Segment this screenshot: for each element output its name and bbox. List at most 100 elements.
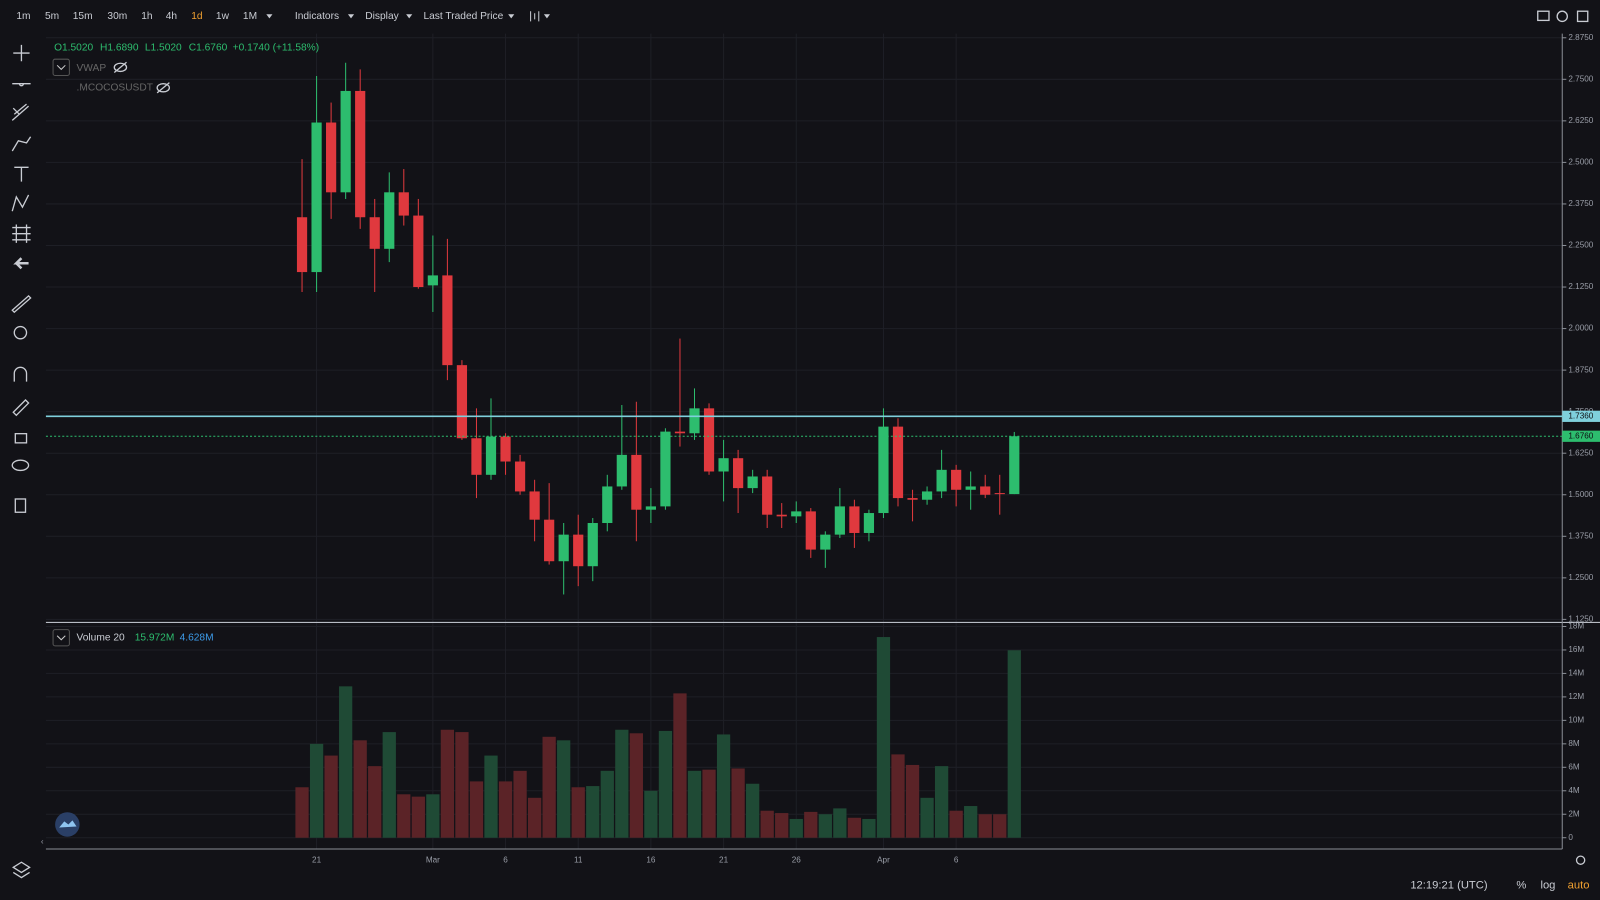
y-tick-label: 12M [1568,692,1584,701]
screenshot-button[interactable] [1537,10,1550,22]
volume-bar [673,693,687,838]
axis-option[interactable]: % [1516,880,1526,892]
candle-body [674,431,686,434]
marks-layer [295,62,1021,838]
collapse-button[interactable] [52,629,70,647]
candle-body [456,365,468,439]
menu-button[interactable]: Last Traded Price [423,11,503,22]
y-tick-label: 18M [1568,622,1584,631]
volume-bar [746,783,760,838]
x-tick-label: 26 [792,855,802,864]
hide-icon[interactable] [113,61,128,73]
y-tick-label: 1.8750 [1568,365,1593,374]
y-tick-label: 1.5000 [1568,490,1593,499]
volume-bar [309,743,324,838]
candle-body [369,217,380,249]
interval-button[interactable]: 5m [45,11,59,22]
candle-body [500,436,511,462]
interval-button[interactable]: 1d [191,11,203,22]
volume-bar [615,729,629,838]
volume-bar [833,808,847,838]
candle-body [921,491,933,500]
crosshair-tool[interactable] [13,44,30,62]
volume-bar [469,781,484,838]
volume-bar [716,734,731,838]
volume-bar [426,794,440,838]
volume-bar [993,814,1007,838]
axis-option[interactable]: auto [1568,880,1590,892]
volume-bar [702,769,716,838]
back-button[interactable] [13,257,29,270]
x-tick-label: 6 [503,855,508,864]
y-tick-label: 2.3750 [1568,199,1593,208]
delete-tool[interactable] [14,498,27,513]
y-tick-label: 8M [1568,739,1580,748]
hide-icon[interactable] [156,82,171,94]
volume-bar [353,740,367,838]
layers-button[interactable] [12,861,31,879]
logo-mark [59,820,77,828]
candle-body [485,436,497,475]
volume-bar [339,686,353,838]
lock-tool[interactable] [14,433,28,444]
y-tick-label: 2.5000 [1568,158,1593,167]
y-tick-label: 16M [1568,645,1584,654]
volume-bar [731,768,745,838]
volume-bar [382,732,396,838]
candle-body [311,122,322,273]
ruler-tool[interactable] [11,295,32,314]
price-label: 1.7360 [1568,411,1593,420]
fullscreen-button[interactable] [1576,10,1589,23]
ohlc-value: O1.5020 [54,43,93,54]
pattern-tool[interactable] [11,194,30,212]
y-tick-label: 2.2500 [1568,241,1593,250]
volume-bar [876,637,891,838]
candle-body [587,523,598,567]
volume-bar [1007,650,1021,838]
volume-bar [513,770,527,838]
grid-layer [45,33,1563,849]
brush-tool[interactable] [11,136,32,152]
interval-button[interactable]: 1h [141,11,152,22]
candle-body [1009,436,1020,495]
interval-button[interactable]: 1m [16,11,30,22]
zoom-tool[interactable] [13,325,28,340]
candle-body [442,275,453,366]
volume-bar [775,813,789,838]
candle-body [849,506,860,533]
axis-settings[interactable] [1575,855,1586,865]
menu-button[interactable]: Display [365,11,399,22]
interval-button[interactable]: 1w [216,11,230,22]
volume-bar [949,810,963,838]
visibility-tool[interactable] [11,459,30,472]
text-tool[interactable] [14,166,29,182]
lock-drawing-tool[interactable] [12,399,30,417]
volume-bar [295,787,309,838]
chevron [56,635,66,641]
interval-button[interactable]: 4h [166,11,177,22]
y-tick-label: 6M [1568,762,1580,771]
scroll-arrow[interactable]: ‹ [41,837,44,846]
line-tool[interactable] [12,83,31,87]
magnet-tool[interactable] [13,366,28,382]
candle-body [413,215,424,288]
interval-button[interactable]: 30m [107,11,127,22]
settings-button[interactable] [1556,10,1569,23]
collapse-button[interactable] [52,58,70,77]
menu-button[interactable]: Indicators [295,11,339,22]
y-tick-label: 1.1250 [1568,615,1593,624]
left-toolbar[interactable] [11,44,32,879]
clock: 12:19:21 (UTC) [1410,880,1488,892]
dropdown-arrow [347,14,355,19]
interval-button[interactable]: 15m [73,11,93,22]
x-tick-label: 21 [312,855,322,864]
fib-tool[interactable] [11,103,30,121]
hud: 1m 5m 15m 30m 1h 4h 1d 1w 1M Indicators Display Las… [16,11,1600,892]
candle-body [834,506,845,535]
ohlc-value: C1.6760 [189,43,228,54]
measure-tool[interactable] [12,224,31,243]
chart-type-button[interactable] [530,11,540,22]
axis-option[interactable]: log [1540,880,1555,892]
dropdown-arrow [543,14,550,19]
interval-button[interactable]: 1M [243,11,257,22]
